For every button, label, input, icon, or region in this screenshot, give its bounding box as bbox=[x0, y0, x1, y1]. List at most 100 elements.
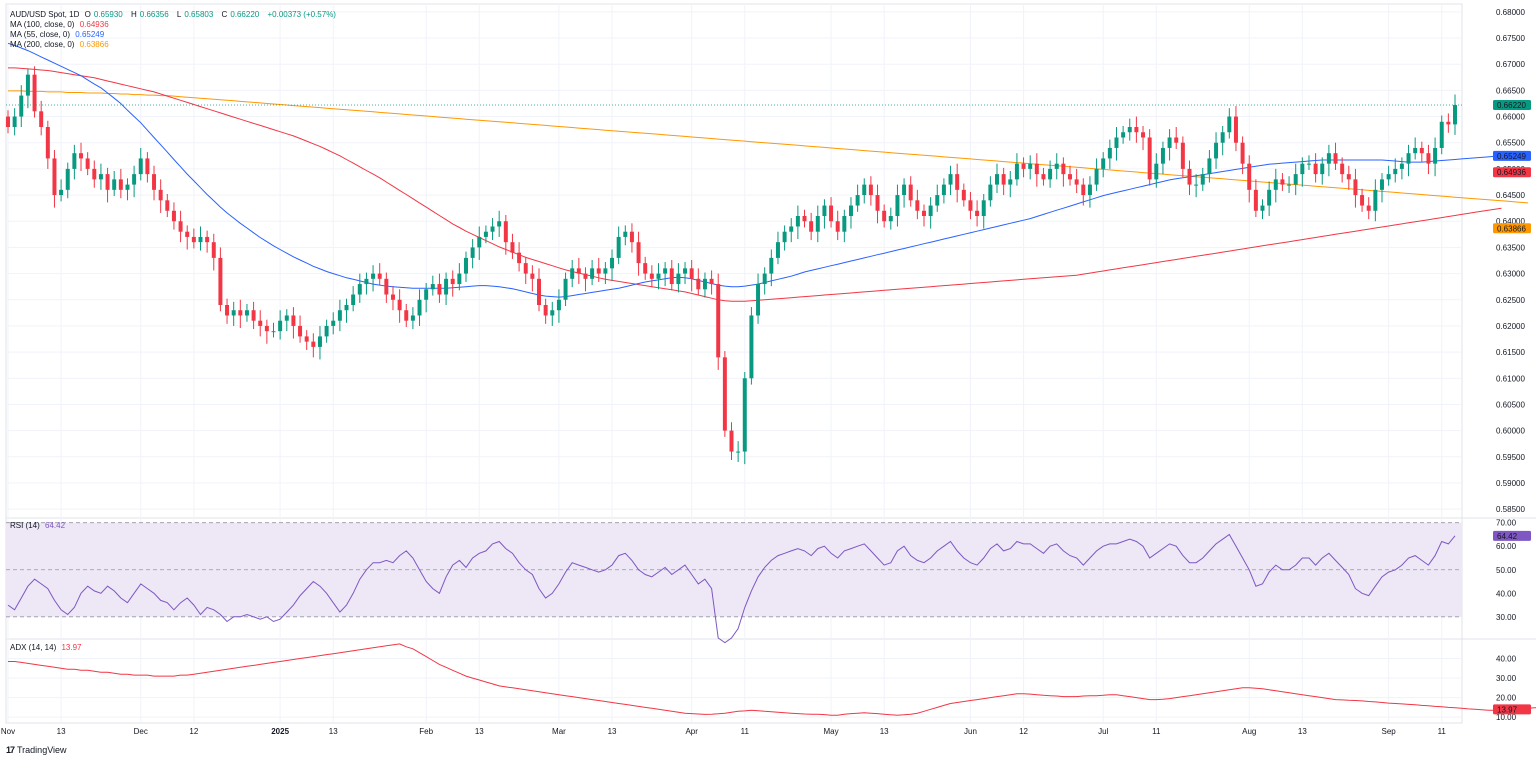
candle-body bbox=[908, 184, 913, 201]
x-tick-label: 11 bbox=[741, 727, 750, 736]
candle-body bbox=[656, 273, 661, 279]
candle-body bbox=[683, 268, 688, 274]
candle-body bbox=[490, 226, 495, 232]
x-tick-label: 13 bbox=[329, 727, 338, 736]
candle-body bbox=[795, 216, 800, 227]
adx-legend[interactable]: ADX (14, 14) 13.97 bbox=[10, 643, 85, 653]
candle-body bbox=[1147, 137, 1152, 180]
price-tick-label: 0.59000 bbox=[1496, 479, 1525, 488]
candle-body bbox=[775, 242, 780, 258]
ohlc-open: O 0.65930 bbox=[84, 10, 123, 19]
candle-body bbox=[749, 315, 754, 379]
candle-body bbox=[556, 299, 561, 311]
candle-body bbox=[503, 221, 508, 243]
candle-body bbox=[1373, 189, 1378, 211]
candle-body bbox=[152, 174, 157, 190]
symbol-title: AUD/USD Spot, 1D bbox=[10, 10, 80, 19]
rsi-line bbox=[7, 533, 1456, 644]
x-tick-label: 11 bbox=[1152, 727, 1161, 736]
candle-body bbox=[430, 284, 435, 290]
candle-body bbox=[875, 195, 880, 211]
candle-body bbox=[483, 231, 488, 237]
x-tick-label: 13 bbox=[57, 727, 66, 736]
candle-body bbox=[1419, 147, 1424, 154]
candle-body bbox=[709, 278, 714, 285]
candle-body bbox=[729, 430, 734, 452]
candle-body bbox=[1280, 179, 1285, 185]
svg-text:0.63866: 0.63866 bbox=[1497, 224, 1526, 233]
candle-body bbox=[317, 336, 322, 347]
x-tick-label: 13 bbox=[880, 727, 889, 736]
price-tick-label: 0.68000 bbox=[1496, 8, 1525, 17]
price-tick-label: 0.66500 bbox=[1496, 86, 1525, 95]
candle-body bbox=[404, 310, 409, 321]
candle-body bbox=[815, 216, 820, 232]
candle-body bbox=[702, 278, 707, 290]
candle-body bbox=[1360, 195, 1365, 206]
candle-body bbox=[1353, 179, 1358, 196]
candle-body bbox=[570, 268, 575, 279]
x-tick-label: Apr bbox=[685, 727, 698, 736]
candle-body bbox=[32, 74, 37, 112]
candle-body bbox=[981, 200, 986, 217]
candle-body bbox=[1180, 142, 1185, 169]
candle-body bbox=[1194, 184, 1199, 186]
candle-body bbox=[1141, 132, 1146, 138]
candle-body bbox=[284, 315, 289, 321]
candle-body bbox=[218, 257, 223, 305]
candle-body bbox=[1393, 168, 1398, 175]
ma200-badge: 0.63866 bbox=[1493, 223, 1531, 234]
candle-body bbox=[669, 268, 674, 285]
candle-body bbox=[1127, 127, 1132, 133]
x-tick-label: 12 bbox=[189, 727, 198, 736]
candle-body bbox=[1439, 121, 1444, 148]
candle-body bbox=[941, 184, 946, 196]
candle-body bbox=[1174, 137, 1179, 143]
candle-body bbox=[1068, 174, 1073, 180]
x-tick-label: 11 bbox=[1438, 727, 1447, 736]
symbol-legend: AUD/USD Spot, 1D O 0.65930 H 0.66356 L 0.65… bbox=[10, 10, 339, 20]
x-tick-label: Dec bbox=[134, 727, 148, 736]
candle-body bbox=[756, 284, 761, 316]
candle-body bbox=[1306, 163, 1311, 165]
candle-body bbox=[975, 210, 980, 217]
candle-body bbox=[1386, 174, 1391, 180]
candle-body bbox=[1320, 163, 1325, 175]
candle-body bbox=[45, 127, 50, 159]
rsi-tick-label: 60.00 bbox=[1496, 542, 1517, 551]
price-tick-label: 0.62500 bbox=[1496, 296, 1525, 305]
candle-body bbox=[364, 278, 369, 285]
candle-body bbox=[278, 320, 283, 332]
ma100-legend[interactable]: MA (100, close, 0) 0.64936 bbox=[10, 20, 112, 30]
candle-body bbox=[689, 268, 694, 279]
price-badge: 0.66220 bbox=[1493, 100, 1531, 111]
candle-body bbox=[331, 320, 336, 326]
candle-body bbox=[1207, 158, 1212, 175]
candle-body bbox=[1101, 158, 1106, 169]
candle-body bbox=[1074, 179, 1079, 185]
x-tick-label: May bbox=[824, 727, 839, 736]
candle-body bbox=[1001, 174, 1006, 185]
candle-body bbox=[921, 210, 926, 217]
candle-body bbox=[928, 205, 933, 217]
candle-body bbox=[357, 284, 362, 295]
candle-body bbox=[610, 257, 615, 269]
candle-body bbox=[576, 268, 581, 274]
candle-body bbox=[125, 184, 130, 190]
rsi-legend[interactable]: RSI (14) 64.42 bbox=[10, 521, 68, 531]
candle-body bbox=[251, 310, 256, 321]
ma200-legend[interactable]: MA (200, close, 0) 0.63866 bbox=[10, 40, 112, 50]
ma55-legend-label: MA (55, close, 0) bbox=[10, 30, 71, 39]
candle-body bbox=[112, 179, 117, 190]
candle-body bbox=[1267, 189, 1272, 206]
candle-body bbox=[1333, 153, 1338, 164]
candle-body bbox=[1247, 163, 1252, 190]
candle-body bbox=[79, 153, 84, 159]
candle-body bbox=[1406, 153, 1411, 164]
ma55-legend[interactable]: MA (55, close, 0) 0.65249 bbox=[10, 30, 107, 40]
candle-body bbox=[205, 236, 210, 243]
candle-body bbox=[769, 257, 774, 274]
tradingview-footer[interactable]: 17 TradingView bbox=[6, 745, 67, 755]
candle-body bbox=[809, 221, 814, 232]
